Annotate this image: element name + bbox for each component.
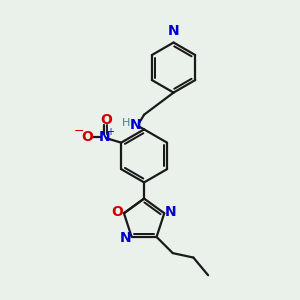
Text: O: O xyxy=(100,113,112,127)
Text: O: O xyxy=(81,130,93,144)
Text: N: N xyxy=(99,130,110,144)
Text: N: N xyxy=(130,118,142,132)
Text: N: N xyxy=(165,205,177,219)
Text: N: N xyxy=(119,231,131,245)
Text: O: O xyxy=(112,205,123,219)
Text: +: + xyxy=(106,127,114,137)
Text: −: − xyxy=(74,125,84,138)
Text: N: N xyxy=(168,24,179,38)
Text: H: H xyxy=(122,118,130,128)
